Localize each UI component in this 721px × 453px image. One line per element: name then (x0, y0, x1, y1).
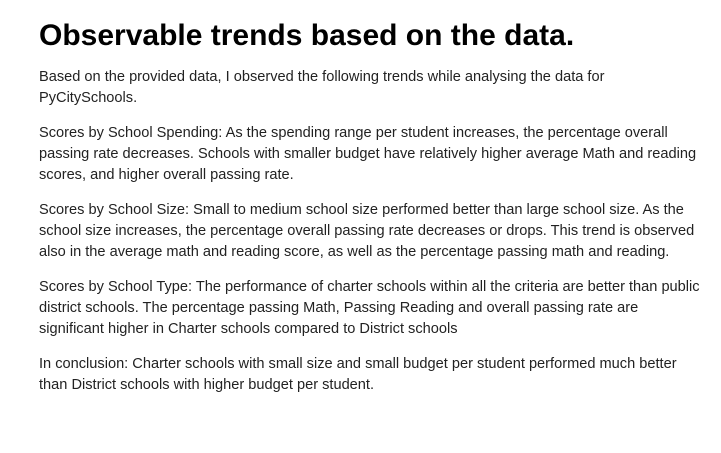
document-body: Observable trends based on the data. Bas… (39, 19, 700, 393)
conclusion-paragraph: In conclusion: Charter schools with smal… (39, 356, 677, 393)
type-paragraph: Scores by School Type: The performance o… (39, 279, 700, 337)
page-title: Observable trends based on the data. (39, 19, 575, 52)
size-paragraph: Scores by School Size: Small to medium s… (39, 202, 695, 260)
intro-paragraph: Based on the provided data, I observed t… (39, 69, 605, 106)
spending-paragraph: Scores by School Spending: As the spendi… (39, 125, 697, 183)
